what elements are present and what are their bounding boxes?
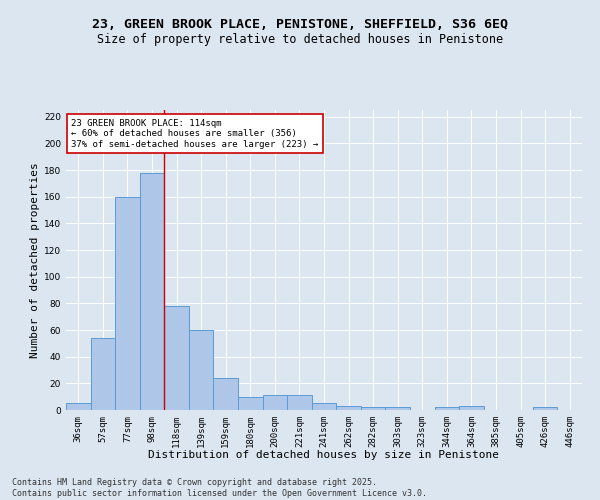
Bar (66, 404, 91, 410)
Bar (385, 408, 410, 410)
Bar (238, 396, 263, 410)
Text: Contains HM Land Registry data © Crown copyright and database right 2025.
Contai: Contains HM Land Registry data © Crown c… (12, 478, 427, 498)
Bar (312, 404, 336, 410)
Bar (533, 408, 557, 410)
Y-axis label: Number of detached properties: Number of detached properties (30, 162, 40, 358)
X-axis label: Distribution of detached houses by size in Penistone: Distribution of detached houses by size … (149, 450, 499, 460)
Text: Size of property relative to detached houses in Penistone: Size of property relative to detached ho… (97, 32, 503, 46)
Text: 23 GREEN BROOK PLACE: 114sqm
← 60% of detached houses are smaller (356)
37% of s: 23 GREEN BROOK PLACE: 114sqm ← 60% of de… (71, 119, 319, 149)
Bar (434, 408, 459, 410)
Bar (361, 408, 385, 410)
Bar (115, 196, 140, 410)
Bar (140, 172, 164, 410)
Bar (91, 338, 115, 410)
Bar (287, 396, 312, 410)
Bar (189, 330, 214, 410)
Bar (263, 396, 287, 410)
Bar (459, 406, 484, 410)
Bar (164, 306, 189, 410)
Bar (336, 406, 361, 410)
Text: 23, GREEN BROOK PLACE, PENISTONE, SHEFFIELD, S36 6EQ: 23, GREEN BROOK PLACE, PENISTONE, SHEFFI… (92, 18, 508, 30)
Bar (214, 378, 238, 410)
